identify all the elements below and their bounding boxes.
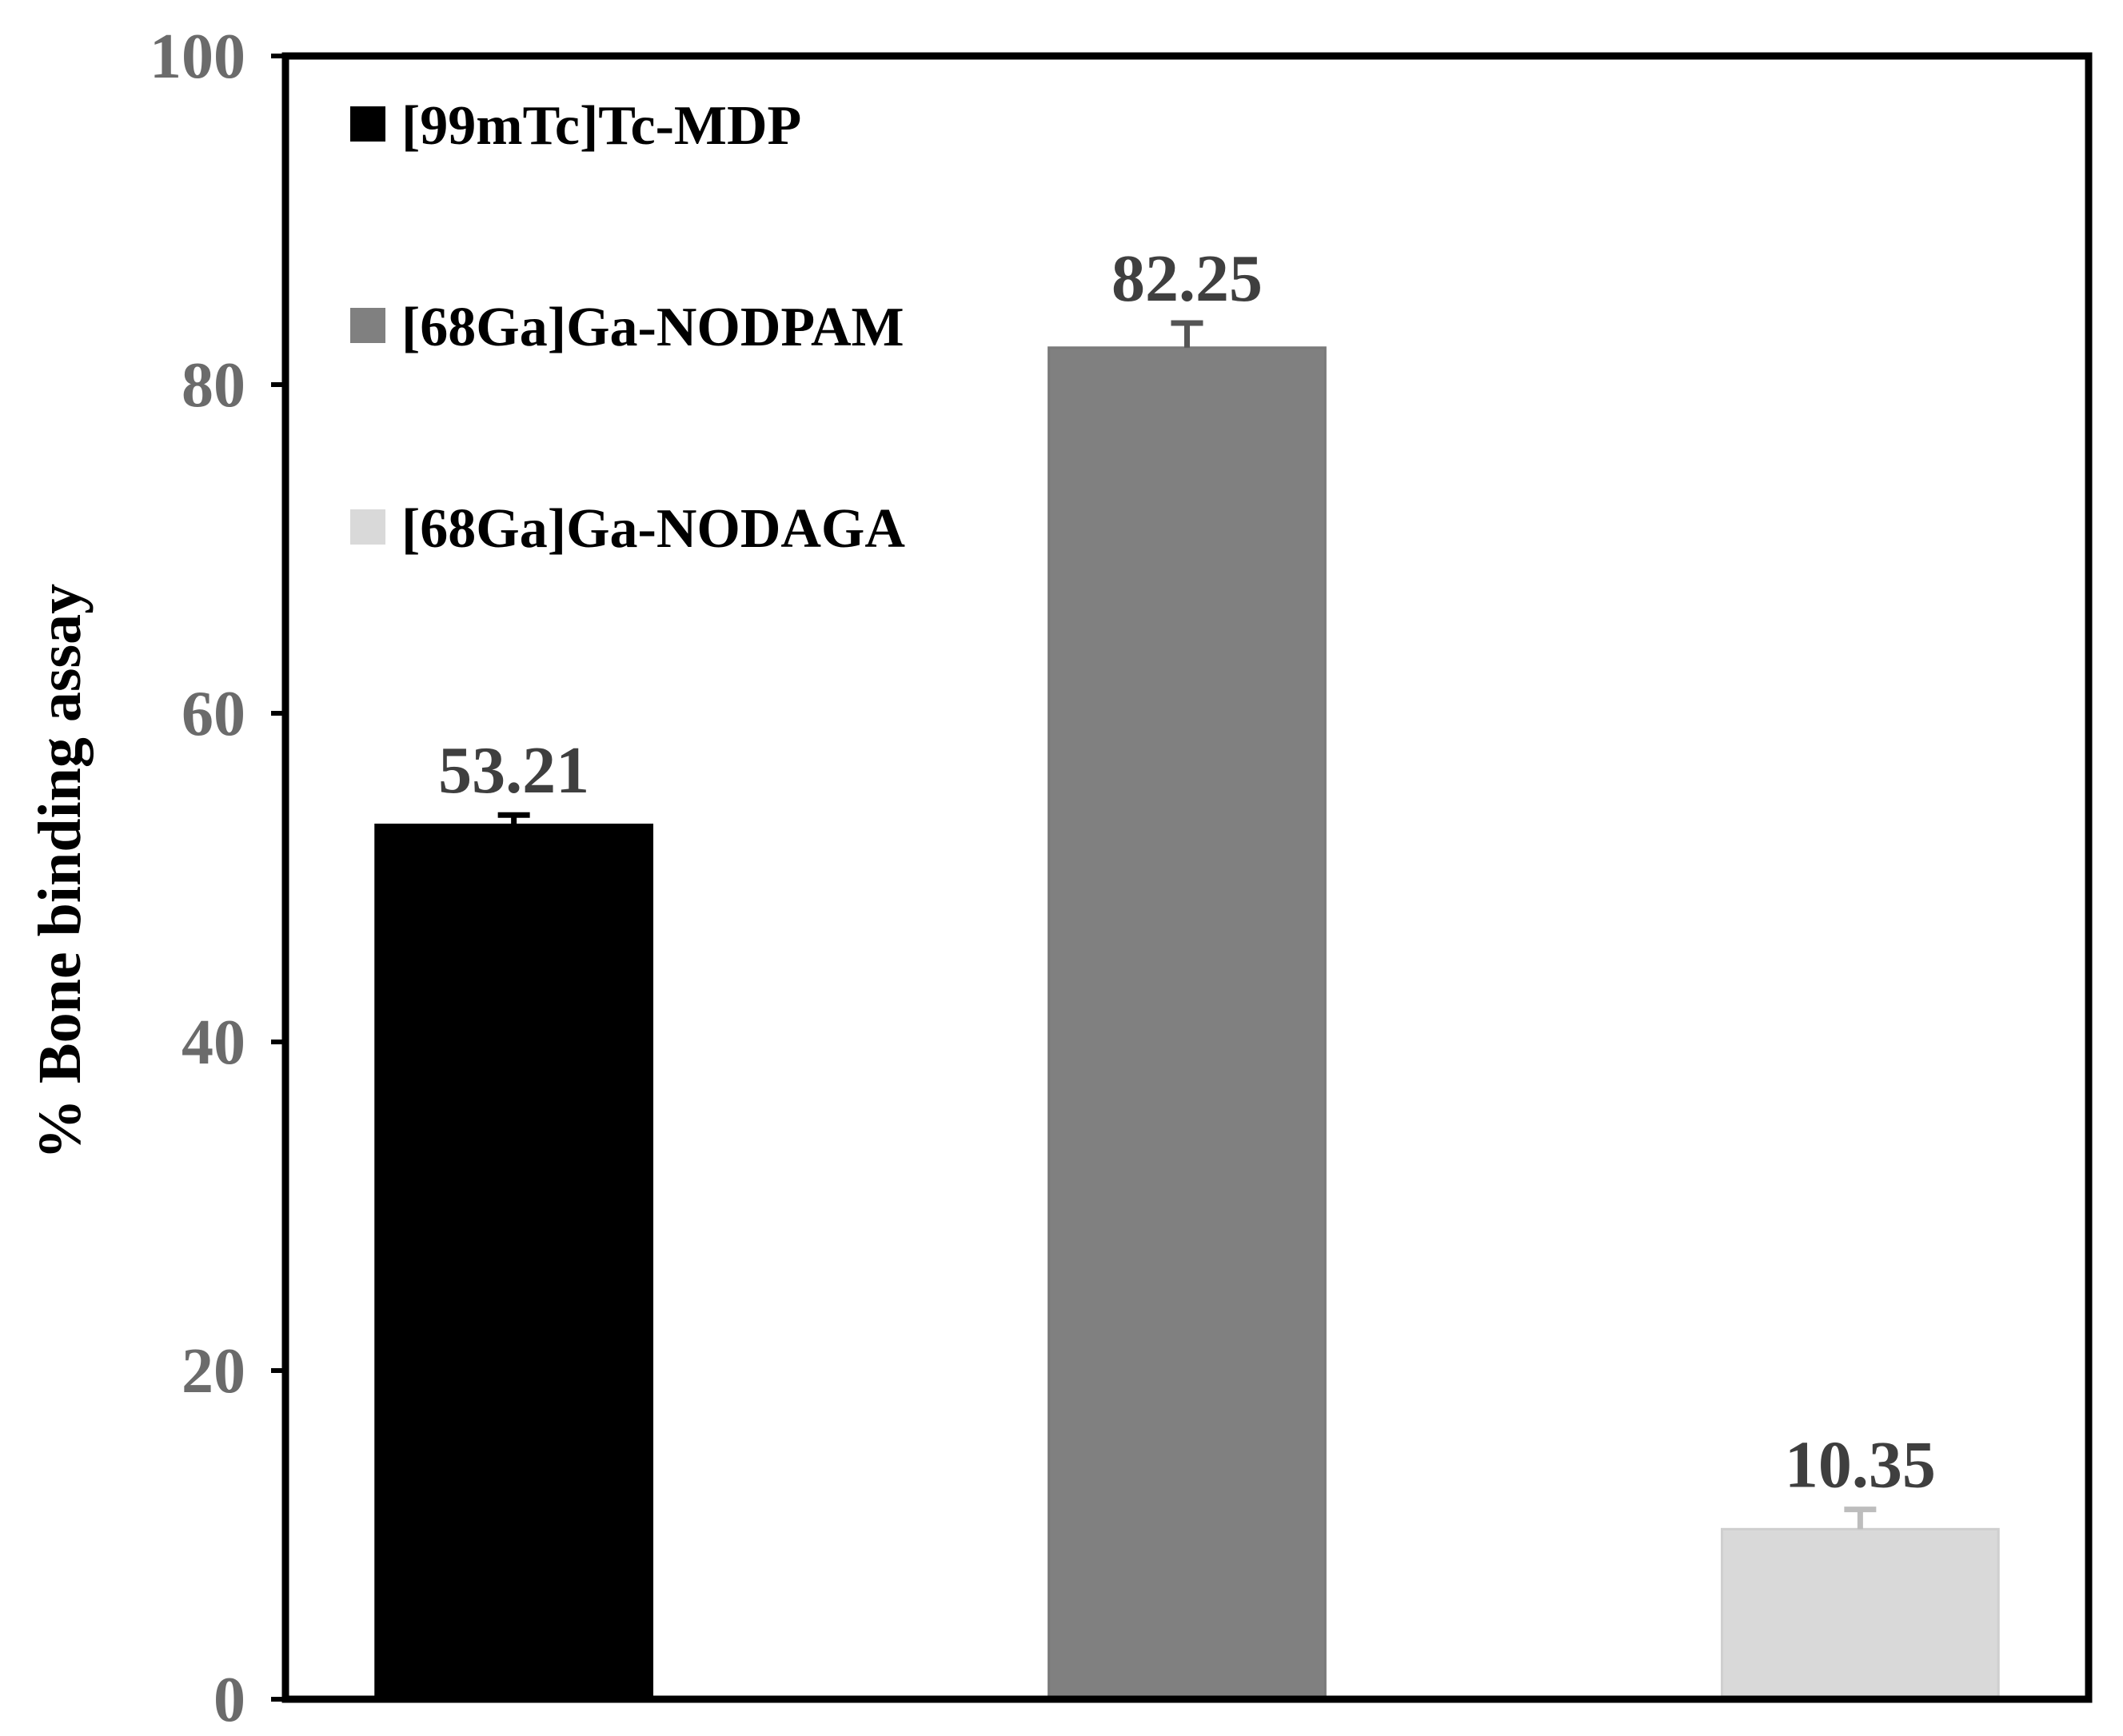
bar-3	[1720, 1527, 2000, 1701]
y-axis-tick-labels: 0 20 40 60 80 100	[150, 22, 245, 1735]
bars	[374, 346, 2000, 1701]
data-label-3: 10.35	[1785, 1428, 1936, 1503]
data-label-2: 82.25	[1111, 241, 1263, 316]
y-tick-label-60: 60	[182, 679, 245, 749]
data-labels: 53.21 82.25 10.35	[438, 241, 1936, 1503]
y-axis-title: % Bone binding assay	[26, 584, 94, 1159]
y-tick-label-100: 100	[150, 22, 245, 92]
y-tick-label-0: 0	[213, 1665, 245, 1735]
y-tick-label-80: 80	[182, 350, 245, 421]
y-tick-label-40: 40	[182, 1008, 245, 1078]
legend-swatch-2	[350, 308, 385, 343]
data-label-1: 53.21	[438, 733, 589, 808]
bar-1	[374, 824, 654, 1701]
error-bars	[497, 320, 1877, 1530]
legend: [99mTc]Tc-MDP [68Ga]Ga-NODPAM [68Ga]Ga-NOD…	[350, 95, 905, 560]
bar-2	[1048, 346, 1327, 1701]
legend-label-1: [99mTc]Tc-MDP	[401, 95, 801, 157]
legend-swatch-1	[350, 106, 385, 142]
y-tick-label-20: 20	[182, 1336, 245, 1407]
legend-label-2: [68Ga]Ga-NODPAM	[401, 297, 904, 358]
legend-swatch-3	[350, 509, 385, 545]
legend-label-3: [68Ga]Ga-NODAGA	[401, 498, 905, 560]
